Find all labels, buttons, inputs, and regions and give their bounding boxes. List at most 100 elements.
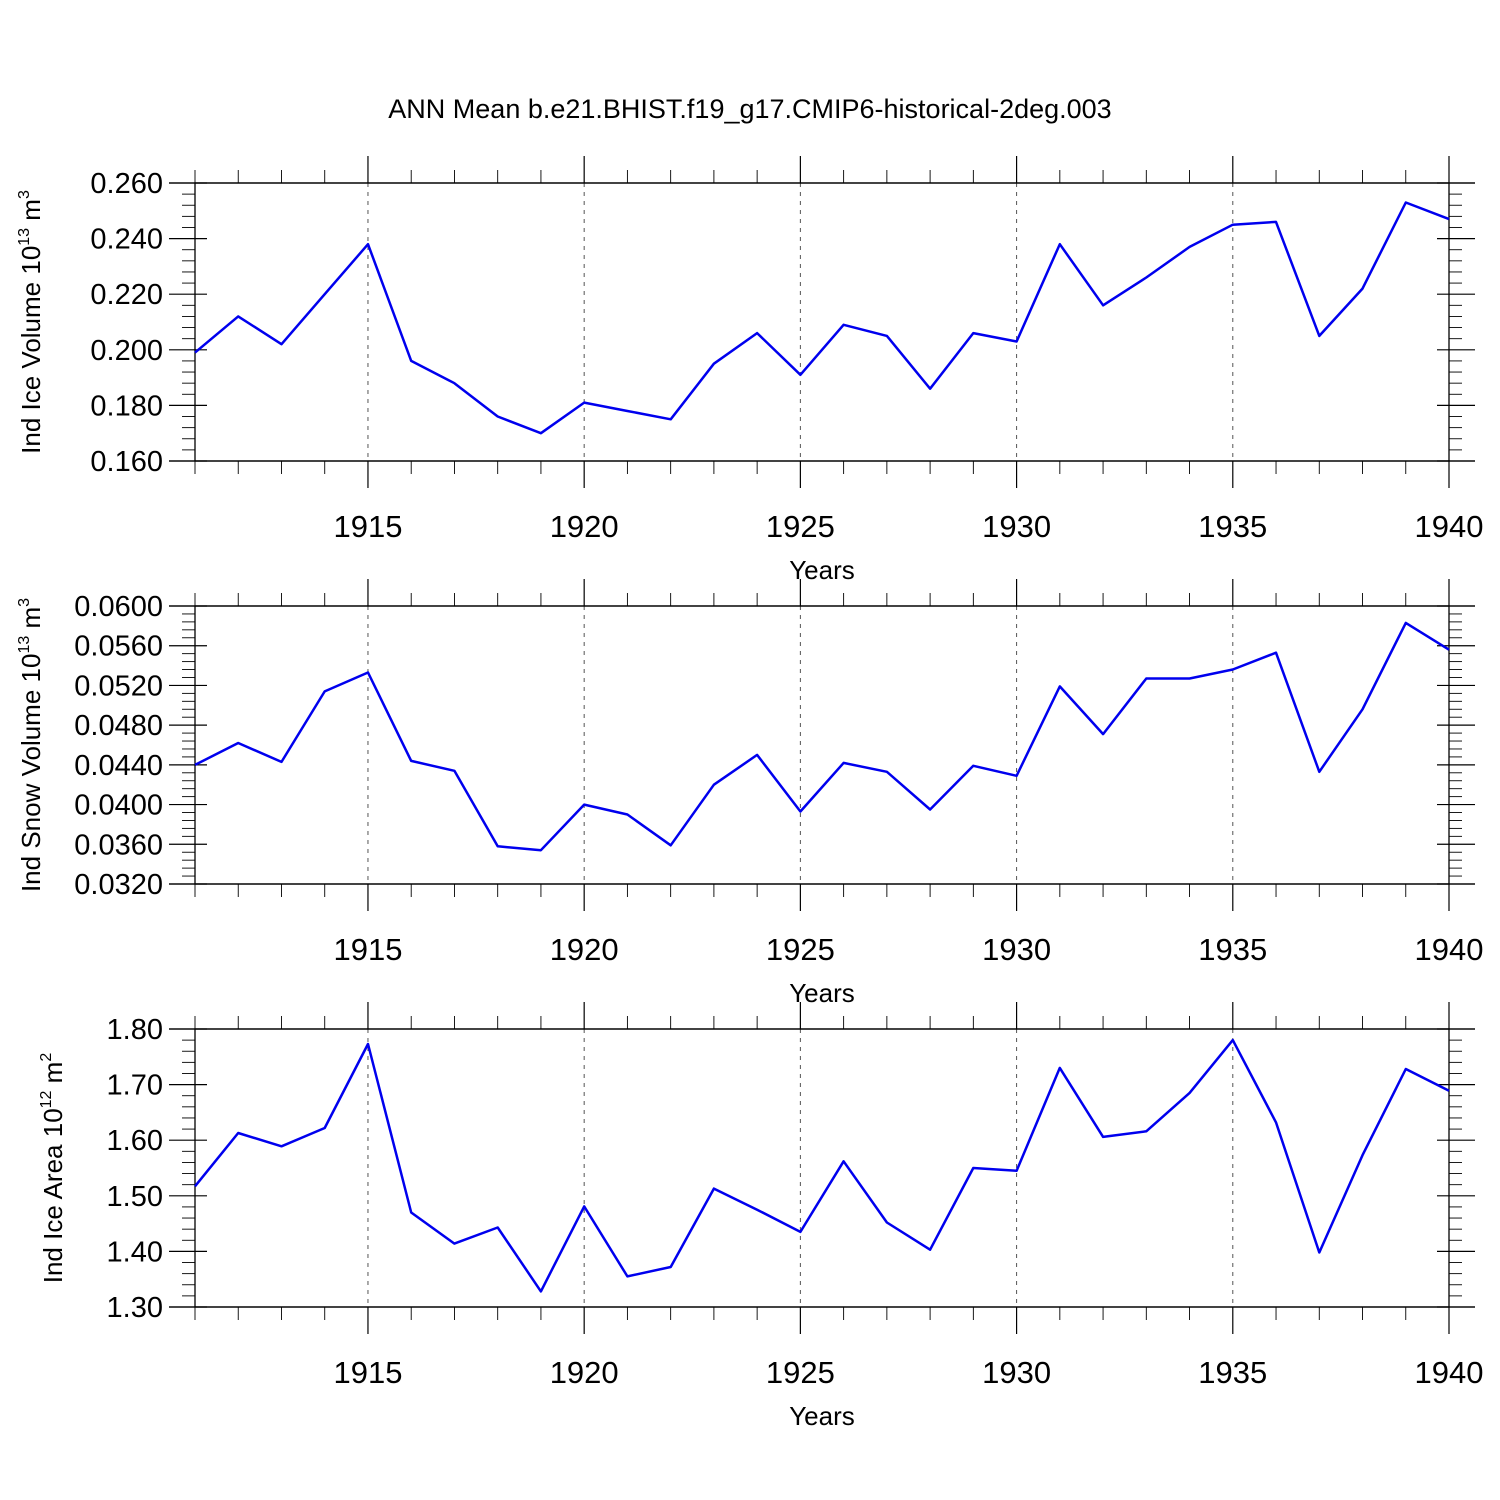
- data-point: [885, 770, 889, 774]
- y-tick-label: 0.0360: [74, 829, 163, 861]
- x-tick-label: 1925: [766, 932, 835, 967]
- data-point: [971, 331, 975, 335]
- y-axis-label-unit-exponent: 3: [16, 598, 33, 607]
- data-point: [279, 342, 283, 346]
- data-point: [496, 844, 500, 848]
- data-point: [712, 783, 716, 787]
- data-point: [1317, 334, 1321, 338]
- data-point: [928, 1248, 932, 1252]
- y-axis-label-exponent: 13: [16, 636, 33, 654]
- data-point: [1144, 1129, 1148, 1133]
- data-point: [1144, 276, 1148, 280]
- data-point: [452, 1242, 456, 1246]
- data-point: [193, 763, 197, 767]
- data-point: [1015, 339, 1019, 343]
- y-tick-label: 0.0600: [74, 591, 163, 623]
- x-tick-label: 1930: [982, 509, 1051, 544]
- data-point: [409, 359, 413, 363]
- data-series-line: [194, 621, 1450, 852]
- data-point: [409, 1210, 413, 1214]
- x-tick-label: 1915: [333, 509, 402, 544]
- data-point: [1058, 1066, 1062, 1070]
- data-point: [1058, 684, 1062, 688]
- data-series-line: [194, 201, 1450, 435]
- y-tick-label: 0.0440: [74, 750, 163, 782]
- x-tick-label: 1925: [766, 509, 835, 544]
- data-point: [1447, 217, 1451, 221]
- data-point: [928, 808, 932, 812]
- data-point: [669, 843, 673, 847]
- data-point: [582, 401, 586, 405]
- x-tick-label: 1940: [1415, 509, 1484, 544]
- data-point: [1361, 287, 1365, 291]
- x-tick-label: 1930: [982, 932, 1051, 967]
- data-point: [496, 415, 500, 419]
- data-point: [755, 1208, 759, 1212]
- data-point: [366, 671, 370, 675]
- panels: 0.160 0.180 0.200 0.220 0.240 0.260 1915 1920 19…: [16, 156, 1483, 1431]
- y-tick-label: 1.70: [107, 1070, 163, 1102]
- x-axis-label: Years: [789, 1401, 855, 1431]
- x-tick-label: 1920: [550, 932, 619, 967]
- figure-title: ANN Mean b.e21.BHIST.f19_g17.CMIP6-histo…: [388, 94, 1111, 124]
- x-tick-label: 1940: [1415, 932, 1484, 967]
- y-tick-label: 0.0400: [74, 790, 163, 822]
- chart-panel-3: 1.30 1.40 1.50 1.60 1.70 1.80 1915 1920 1925 1930…: [38, 1002, 1483, 1431]
- data-point: [1231, 668, 1235, 672]
- data-point: [971, 764, 975, 768]
- y-tick-label: 0.240: [90, 224, 163, 256]
- data-point: [1361, 1153, 1365, 1157]
- data-point: [1317, 1251, 1321, 1255]
- y-axis-label-text: Ind Ice Area 10: [38, 1108, 68, 1283]
- data-point: [971, 1166, 975, 1170]
- data-point: [1231, 223, 1235, 227]
- data-point: [1101, 1135, 1105, 1139]
- data-point: [842, 761, 846, 765]
- y-tick-label: 1.50: [107, 1181, 163, 1213]
- data-point: [452, 769, 456, 773]
- data-point: [1188, 245, 1192, 249]
- y-tick-label: 1.40: [107, 1236, 163, 1268]
- data-point: [1188, 1091, 1192, 1095]
- data-point: [193, 1184, 197, 1188]
- data-point: [928, 387, 932, 391]
- y-axis-label-unit-exponent: 3: [16, 190, 33, 199]
- y-tick-label: 1.80: [107, 1014, 163, 1046]
- y-axis-label-unit: m: [38, 1062, 68, 1091]
- x-tick-label: 1915: [333, 932, 402, 967]
- data-point: [625, 1274, 629, 1278]
- data-point: [539, 1289, 543, 1293]
- y-tick-label: 0.0560: [74, 631, 163, 663]
- x-tick-label: 1935: [1198, 1355, 1267, 1390]
- y-tick-label: 0.0520: [74, 670, 163, 702]
- x-tick-label: 1920: [550, 1355, 619, 1390]
- data-point: [236, 314, 240, 318]
- y-tick-label: 1.60: [107, 1125, 163, 1157]
- y-tick-label: 1.30: [107, 1292, 163, 1324]
- y-axis-label: Ind Ice Area 1012 m2: [38, 1053, 68, 1284]
- y-tick-label: 0.180: [90, 390, 163, 422]
- x-tick-label: 1935: [1198, 932, 1267, 967]
- plot-frame: [194, 1028, 1450, 1308]
- data-point: [1404, 1067, 1408, 1071]
- data-point: [236, 741, 240, 745]
- data-point: [323, 1126, 327, 1130]
- data-point: [842, 1159, 846, 1163]
- y-axis-label-exponent: 12: [38, 1090, 55, 1108]
- data-point: [539, 848, 543, 852]
- data-point: [1447, 648, 1451, 652]
- y-axis-label-exponent: 13: [16, 228, 33, 246]
- y-tick-label: 0.260: [90, 168, 163, 200]
- data-point: [236, 1131, 240, 1135]
- y-axis-label-unit: m: [16, 607, 46, 636]
- data-point: [409, 759, 413, 763]
- data-point: [798, 1230, 802, 1234]
- data-point: [712, 1187, 716, 1191]
- y-tick-label: 0.0320: [74, 869, 163, 901]
- y-tick-label: 0.200: [90, 335, 163, 367]
- data-point: [1144, 676, 1148, 680]
- data-point: [755, 753, 759, 757]
- data-point: [798, 810, 802, 814]
- x-tick-label: 1940: [1415, 1355, 1484, 1390]
